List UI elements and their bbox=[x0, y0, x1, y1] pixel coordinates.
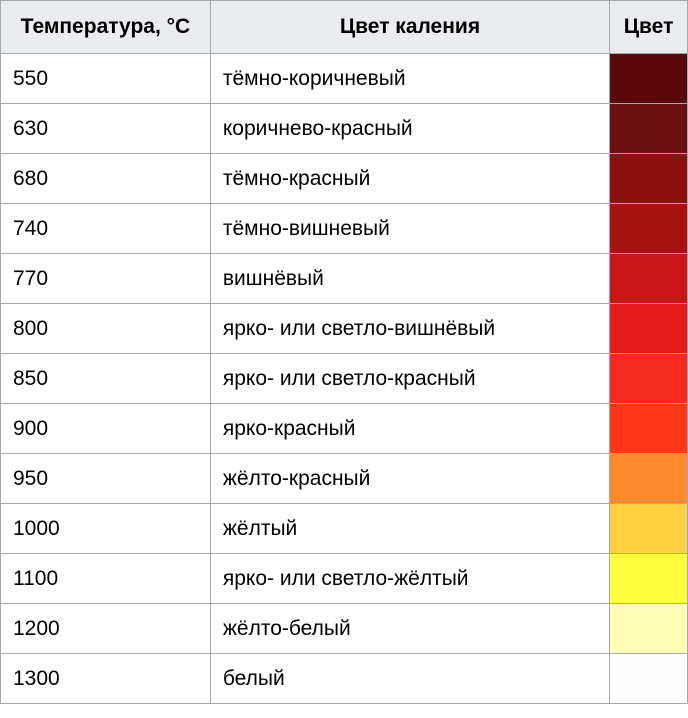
cell-color-swatch bbox=[610, 154, 688, 204]
table-row: 680 тёмно-красный bbox=[1, 154, 688, 204]
color-swatch bbox=[610, 154, 687, 203]
color-swatch bbox=[610, 254, 687, 303]
cell-color-name: жёлто-красный bbox=[210, 454, 609, 504]
color-swatch bbox=[610, 304, 687, 353]
color-swatch bbox=[610, 54, 687, 103]
header-row: Температура, °C Цвет каления Цвет bbox=[1, 1, 688, 54]
cell-temperature: 900 bbox=[1, 404, 211, 454]
table-row: 850 ярко- или светло-красный bbox=[1, 354, 688, 404]
color-swatch bbox=[610, 604, 687, 653]
cell-color-name: коричнево-красный bbox=[210, 104, 609, 154]
cell-color-name: ярко- или светло-жёлтый bbox=[210, 554, 609, 604]
color-swatch bbox=[610, 354, 687, 403]
cell-color-swatch bbox=[610, 554, 688, 604]
cell-color-swatch bbox=[610, 654, 688, 704]
cell-color-name: белый bbox=[210, 654, 609, 704]
color-swatch bbox=[610, 554, 687, 603]
cell-color-swatch bbox=[610, 404, 688, 454]
cell-color-swatch bbox=[610, 254, 688, 304]
color-swatch bbox=[610, 104, 687, 153]
header-color-name: Цвет каления bbox=[210, 1, 609, 54]
table-row: 770 вишнёвый bbox=[1, 254, 688, 304]
cell-temperature: 950 bbox=[1, 454, 211, 504]
color-swatch bbox=[610, 654, 687, 703]
cell-color-name: жёлто-белый bbox=[210, 604, 609, 654]
cell-temperature: 1000 bbox=[1, 504, 211, 554]
cell-color-swatch bbox=[610, 504, 688, 554]
cell-temperature: 1200 bbox=[1, 604, 211, 654]
heat-color-table: Температура, °C Цвет каления Цвет 550 тё… bbox=[0, 0, 688, 704]
cell-color-swatch bbox=[610, 104, 688, 154]
table-row: 900 ярко-красный bbox=[1, 404, 688, 454]
table-row: 1200 жёлто-белый bbox=[1, 604, 688, 654]
color-swatch bbox=[610, 204, 687, 253]
cell-color-name: тёмно-вишневый bbox=[210, 204, 609, 254]
table-row: 740 тёмно-вишневый bbox=[1, 204, 688, 254]
cell-color-swatch bbox=[610, 604, 688, 654]
cell-color-name: ярко- или светло-красный bbox=[210, 354, 609, 404]
cell-color-name: ярко- или светло-вишнёвый bbox=[210, 304, 609, 354]
cell-color-swatch bbox=[610, 204, 688, 254]
cell-temperature: 770 bbox=[1, 254, 211, 304]
cell-color-swatch bbox=[610, 454, 688, 504]
cell-color-swatch bbox=[610, 354, 688, 404]
cell-temperature: 1100 bbox=[1, 554, 211, 604]
table-row: 550 тёмно-коричневый bbox=[1, 54, 688, 104]
header-color: Цвет bbox=[610, 1, 688, 54]
cell-temperature: 850 bbox=[1, 354, 211, 404]
color-swatch bbox=[610, 454, 687, 503]
color-swatch bbox=[610, 404, 687, 453]
cell-color-name: ярко-красный bbox=[210, 404, 609, 454]
cell-color-name: жёлтый bbox=[210, 504, 609, 554]
cell-color-name: тёмно-красный bbox=[210, 154, 609, 204]
table-row: 1300 белый bbox=[1, 654, 688, 704]
table-row: 630 коричнево-красный bbox=[1, 104, 688, 154]
cell-temperature: 550 bbox=[1, 54, 211, 104]
table-row: 1000 жёлтый bbox=[1, 504, 688, 554]
color-swatch bbox=[610, 504, 687, 553]
cell-temperature: 800 bbox=[1, 304, 211, 354]
cell-color-swatch bbox=[610, 54, 688, 104]
cell-color-swatch bbox=[610, 304, 688, 354]
table-body: 550 тёмно-коричневый 630 коричнево-красн… bbox=[1, 54, 688, 704]
header-temperature: Температура, °C bbox=[1, 1, 211, 54]
table-row: 950 жёлто-красный bbox=[1, 454, 688, 504]
table-row: 1100 ярко- или светло-жёлтый bbox=[1, 554, 688, 604]
cell-color-name: тёмно-коричневый bbox=[210, 54, 609, 104]
cell-temperature: 1300 bbox=[1, 654, 211, 704]
cell-temperature: 680 bbox=[1, 154, 211, 204]
cell-temperature: 630 bbox=[1, 104, 211, 154]
cell-temperature: 740 bbox=[1, 204, 211, 254]
table-row: 800 ярко- или светло-вишнёвый bbox=[1, 304, 688, 354]
cell-color-name: вишнёвый bbox=[210, 254, 609, 304]
